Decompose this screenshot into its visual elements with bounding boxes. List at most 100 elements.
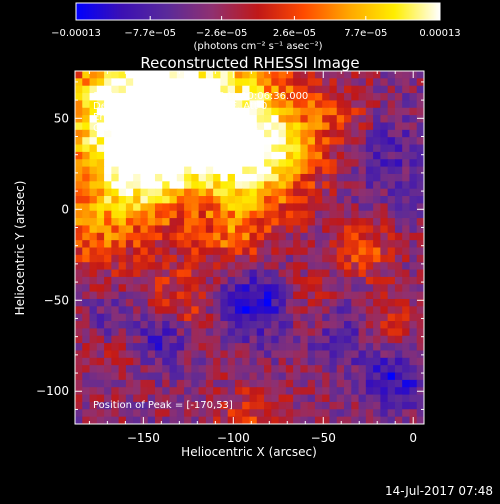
heatmap-cell [125, 218, 134, 227]
heatmap-cell [205, 372, 214, 381]
heatmap-cell [96, 144, 105, 153]
heatmap-cell [314, 137, 323, 146]
heatmap-cell [242, 137, 251, 146]
heatmap-cell [191, 343, 200, 352]
heatmap-cell [264, 71, 272, 79]
heatmap-cell [104, 350, 112, 359]
heatmap-cell [358, 262, 367, 271]
heatmap-cell [227, 78, 236, 87]
heatmap-cell [351, 122, 360, 131]
heatmap-cell [307, 269, 316, 278]
heatmap-cell [249, 144, 258, 153]
heatmap-cell [111, 409, 120, 418]
heatmap-cell [285, 350, 294, 359]
heatmap-cell [402, 137, 411, 146]
heatmap-cell [307, 203, 316, 212]
heatmap-cell [191, 379, 200, 388]
heatmap-cell [82, 387, 91, 396]
heatmap-cell [351, 78, 360, 87]
heatmap-cell [300, 85, 309, 94]
heatmap-cell [220, 409, 229, 418]
heatmap-cell [75, 137, 83, 146]
heatmap-cell [227, 284, 236, 293]
heatmap-cell [344, 343, 352, 352]
heatmap-cell [104, 159, 112, 168]
heatmap-cell [162, 218, 171, 227]
heatmap-cell [111, 115, 120, 124]
heatmap-cell [264, 387, 272, 396]
heatmap-cell [402, 115, 411, 124]
heatmap-cell [96, 188, 105, 197]
heatmap-cell [256, 151, 265, 160]
heatmap-cell [82, 365, 91, 374]
heatmap-cell [96, 232, 105, 241]
heatmap-cell [365, 387, 374, 396]
heatmap-cell [213, 350, 222, 359]
heatmap-cell [256, 225, 265, 234]
heatmap-cell [176, 262, 185, 271]
heatmap-cell [278, 306, 287, 315]
heatmap-cell [329, 240, 338, 249]
heatmap-cell [256, 262, 265, 271]
heatmap-cell [154, 321, 163, 329]
heatmap-cell [111, 151, 120, 160]
heatmap-cell [293, 173, 301, 182]
heatmap-cell [285, 401, 294, 410]
heatmap-cell [387, 291, 396, 300]
heatmap-cell [140, 416, 149, 424]
heatmap-cell [307, 144, 316, 153]
heatmap-cell [89, 269, 98, 278]
heatmap-cell [147, 321, 156, 329]
heatmap-cell [162, 365, 171, 374]
heatmap-cell [75, 394, 83, 403]
heatmap-cell [82, 313, 91, 322]
heatmap-cell [322, 225, 331, 234]
heatmap-cell [220, 173, 229, 182]
heatmap-cell [234, 210, 243, 219]
heatmap-cell [191, 254, 200, 263]
heatmap-cell [336, 210, 345, 219]
heatmap-cell [140, 372, 149, 381]
heatmap-cell [82, 144, 91, 153]
heatmap-cell [227, 269, 236, 278]
heatmap-cell [380, 313, 389, 322]
heatmap-cell [336, 181, 345, 190]
heatmap-cell [242, 409, 251, 418]
heatmap-cell [402, 401, 411, 410]
heatmap-cell [82, 262, 91, 271]
heatmap-cell [329, 129, 338, 138]
heatmap-cell [373, 313, 381, 322]
heatmap-cell [373, 159, 381, 168]
heatmap-cell [307, 276, 316, 285]
heatmap-cell [75, 284, 83, 293]
heatmap-cell [227, 85, 236, 94]
heatmap-cell [344, 321, 352, 329]
heatmap-cell [198, 232, 207, 241]
heatmap-cell [140, 394, 149, 403]
heatmap-cell [344, 144, 352, 153]
heatmap-cell [125, 107, 134, 116]
heatmap-cell [278, 218, 287, 227]
heatmap-cell [373, 188, 381, 197]
heatmap-cell [402, 247, 411, 256]
heatmap-cell [293, 100, 301, 109]
heatmap-cell [285, 335, 294, 344]
heatmap-cell [242, 188, 251, 197]
heatmap-cell [125, 379, 134, 388]
heatmap-cell [96, 173, 105, 182]
heatmap-cell [416, 137, 424, 146]
heatmap-cell [191, 225, 200, 234]
heatmap-cell [205, 159, 214, 168]
heatmap-cell [75, 181, 83, 190]
heatmap-cell [256, 188, 265, 197]
heatmap-cell [416, 321, 424, 329]
heatmap-cell [322, 343, 331, 352]
heatmap-cell [278, 159, 287, 168]
heatmap-cell [154, 122, 163, 131]
heatmap-cell [125, 210, 134, 219]
heatmap-cell [351, 115, 360, 124]
heatmap-cell [271, 232, 280, 241]
heatmap-cell [111, 247, 120, 256]
heatmap-cell [394, 284, 403, 293]
heatmap-cell [220, 372, 229, 381]
